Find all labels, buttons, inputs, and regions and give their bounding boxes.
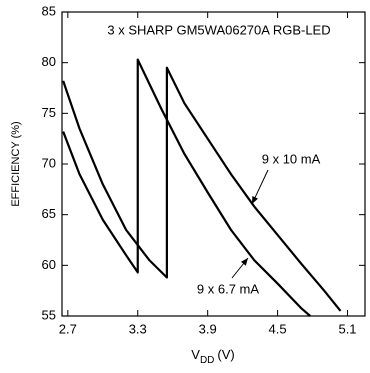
x-tick-label: 3.9 <box>199 321 217 336</box>
x-label-sub: DD <box>200 355 214 366</box>
x-tick-label: 3.3 <box>129 321 147 336</box>
y-tick-label: 70 <box>42 155 56 170</box>
series-label-bg <box>188 281 268 299</box>
x-label-main: V <box>191 347 200 362</box>
x-axis-label: VDD (V) <box>191 347 234 365</box>
x-tick-label: 2.7 <box>59 321 77 336</box>
series-line <box>62 58 311 317</box>
series-line <box>62 66 342 312</box>
arrow-head <box>252 196 258 204</box>
arrow-head <box>240 258 248 266</box>
series-label: 9 x 6.7 mA <box>197 281 259 296</box>
y-axis-label: EFFICIENCY (%) <box>10 121 22 206</box>
x-label-unit: (V) <box>217 347 234 362</box>
series-label-bg <box>251 151 331 169</box>
y-tick-label: 85 <box>42 3 56 18</box>
x-tick-label: 5.1 <box>338 321 356 336</box>
y-tick-label: 65 <box>42 206 56 221</box>
y-tick-label: 60 <box>42 257 56 272</box>
y-tick-label: 80 <box>42 54 56 69</box>
annotation: 3 x SHARP GM5WA06270A RGB-LED <box>107 22 330 37</box>
series-label: 9 x 10 mA <box>262 151 321 166</box>
y-tick-label: 55 <box>42 307 56 322</box>
x-tick-label: 4.5 <box>269 321 287 336</box>
y-tick-label: 75 <box>42 105 56 120</box>
annotation-box <box>78 20 360 42</box>
